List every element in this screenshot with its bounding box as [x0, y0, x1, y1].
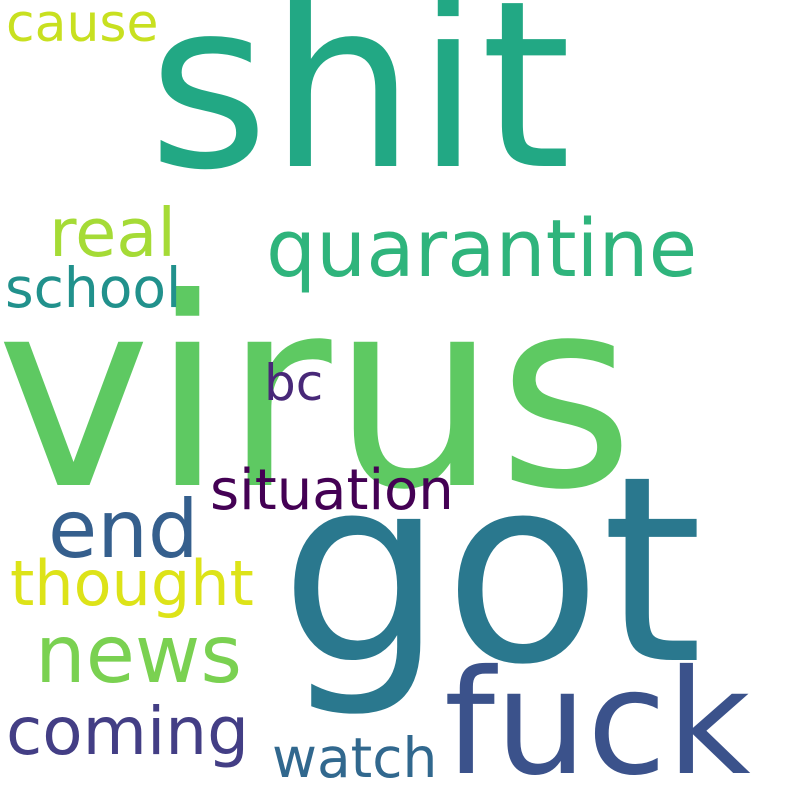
word-coming: coming [6, 693, 250, 770]
word-real: real [49, 194, 176, 272]
word-got: got [280, 421, 703, 721]
word-virus: virus [0, 242, 635, 547]
word-cause: cause [6, 0, 159, 54]
word-shit: shit [148, 0, 572, 221]
word-thought: thought [10, 547, 254, 620]
word-news: news [35, 608, 243, 701]
word-end: end [48, 483, 199, 576]
word-bc: bc [264, 354, 324, 412]
word-watch: watch [272, 726, 438, 790]
word-school: school [5, 256, 182, 320]
word-situation: situation [210, 458, 454, 523]
word-fuck: fuck [444, 639, 751, 800]
word-quarantine: quarantine [266, 203, 698, 295]
